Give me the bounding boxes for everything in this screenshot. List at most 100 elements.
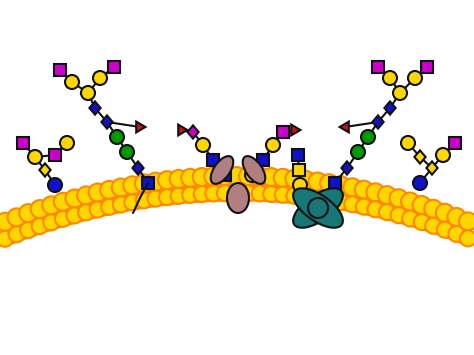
Circle shape bbox=[293, 178, 307, 192]
Circle shape bbox=[383, 71, 397, 85]
Polygon shape bbox=[90, 102, 100, 115]
Circle shape bbox=[0, 213, 14, 231]
Circle shape bbox=[216, 167, 234, 185]
Circle shape bbox=[391, 207, 407, 223]
Circle shape bbox=[459, 212, 474, 230]
Circle shape bbox=[20, 222, 36, 238]
Circle shape bbox=[361, 130, 375, 144]
Ellipse shape bbox=[308, 198, 328, 218]
Circle shape bbox=[48, 178, 62, 192]
Circle shape bbox=[344, 196, 360, 212]
FancyBboxPatch shape bbox=[207, 154, 219, 166]
Circle shape bbox=[275, 187, 291, 203]
Circle shape bbox=[298, 189, 314, 205]
Circle shape bbox=[65, 75, 79, 89]
Polygon shape bbox=[132, 162, 144, 175]
FancyBboxPatch shape bbox=[257, 154, 269, 166]
Circle shape bbox=[194, 186, 210, 202]
FancyBboxPatch shape bbox=[329, 177, 341, 189]
Polygon shape bbox=[101, 115, 113, 129]
Circle shape bbox=[159, 189, 175, 205]
Circle shape bbox=[42, 196, 60, 214]
Circle shape bbox=[390, 189, 408, 207]
Circle shape bbox=[193, 168, 211, 186]
Circle shape bbox=[81, 86, 95, 100]
Circle shape bbox=[447, 208, 465, 226]
Circle shape bbox=[262, 168, 280, 186]
Polygon shape bbox=[339, 122, 349, 132]
Circle shape bbox=[356, 199, 372, 215]
FancyBboxPatch shape bbox=[449, 137, 461, 149]
Polygon shape bbox=[373, 115, 383, 129]
Circle shape bbox=[245, 168, 259, 182]
Circle shape bbox=[135, 174, 153, 192]
Circle shape bbox=[413, 176, 427, 190]
Circle shape bbox=[90, 202, 106, 218]
Polygon shape bbox=[187, 125, 199, 138]
Polygon shape bbox=[39, 163, 51, 176]
Circle shape bbox=[89, 184, 107, 202]
Circle shape bbox=[78, 204, 94, 220]
Circle shape bbox=[437, 222, 453, 238]
Circle shape bbox=[0, 231, 13, 247]
Circle shape bbox=[65, 190, 83, 207]
Circle shape bbox=[436, 148, 450, 162]
Circle shape bbox=[252, 185, 268, 201]
Ellipse shape bbox=[293, 188, 343, 228]
Circle shape bbox=[379, 204, 395, 220]
Circle shape bbox=[100, 181, 118, 199]
Circle shape bbox=[310, 191, 326, 207]
Circle shape bbox=[320, 174, 338, 192]
FancyBboxPatch shape bbox=[108, 61, 120, 73]
FancyBboxPatch shape bbox=[17, 137, 29, 149]
Circle shape bbox=[55, 211, 71, 227]
Circle shape bbox=[120, 145, 134, 159]
Circle shape bbox=[321, 192, 337, 208]
Polygon shape bbox=[341, 162, 353, 175]
Circle shape bbox=[332, 176, 350, 194]
Circle shape bbox=[343, 178, 361, 196]
Circle shape bbox=[393, 86, 407, 100]
Circle shape bbox=[170, 170, 188, 188]
Circle shape bbox=[182, 187, 198, 203]
Circle shape bbox=[101, 199, 117, 215]
Circle shape bbox=[263, 186, 279, 202]
Circle shape bbox=[66, 207, 82, 224]
FancyBboxPatch shape bbox=[372, 61, 384, 73]
Circle shape bbox=[351, 145, 365, 159]
Circle shape bbox=[43, 214, 59, 230]
Circle shape bbox=[240, 185, 256, 201]
Ellipse shape bbox=[211, 156, 233, 184]
Circle shape bbox=[28, 150, 42, 164]
Circle shape bbox=[113, 197, 129, 213]
FancyBboxPatch shape bbox=[49, 149, 61, 161]
Circle shape bbox=[181, 169, 199, 187]
FancyBboxPatch shape bbox=[54, 64, 66, 76]
Circle shape bbox=[285, 170, 303, 188]
Circle shape bbox=[401, 192, 419, 211]
Circle shape bbox=[205, 185, 221, 202]
Circle shape bbox=[274, 169, 292, 187]
Circle shape bbox=[147, 191, 164, 207]
Circle shape bbox=[309, 173, 327, 191]
Ellipse shape bbox=[227, 183, 249, 213]
Polygon shape bbox=[414, 151, 426, 164]
Circle shape bbox=[124, 194, 140, 210]
Circle shape bbox=[77, 186, 95, 204]
Circle shape bbox=[171, 188, 187, 204]
Circle shape bbox=[196, 138, 210, 152]
Polygon shape bbox=[427, 162, 438, 175]
Circle shape bbox=[448, 226, 465, 242]
Circle shape bbox=[367, 201, 383, 217]
Circle shape bbox=[9, 226, 25, 242]
Ellipse shape bbox=[293, 188, 343, 228]
Circle shape bbox=[408, 71, 422, 85]
Circle shape bbox=[460, 230, 474, 246]
Circle shape bbox=[286, 188, 302, 204]
Circle shape bbox=[424, 200, 442, 218]
Polygon shape bbox=[291, 125, 301, 135]
Circle shape bbox=[266, 138, 280, 152]
Circle shape bbox=[297, 171, 315, 189]
Circle shape bbox=[414, 214, 430, 230]
Circle shape bbox=[19, 204, 37, 222]
